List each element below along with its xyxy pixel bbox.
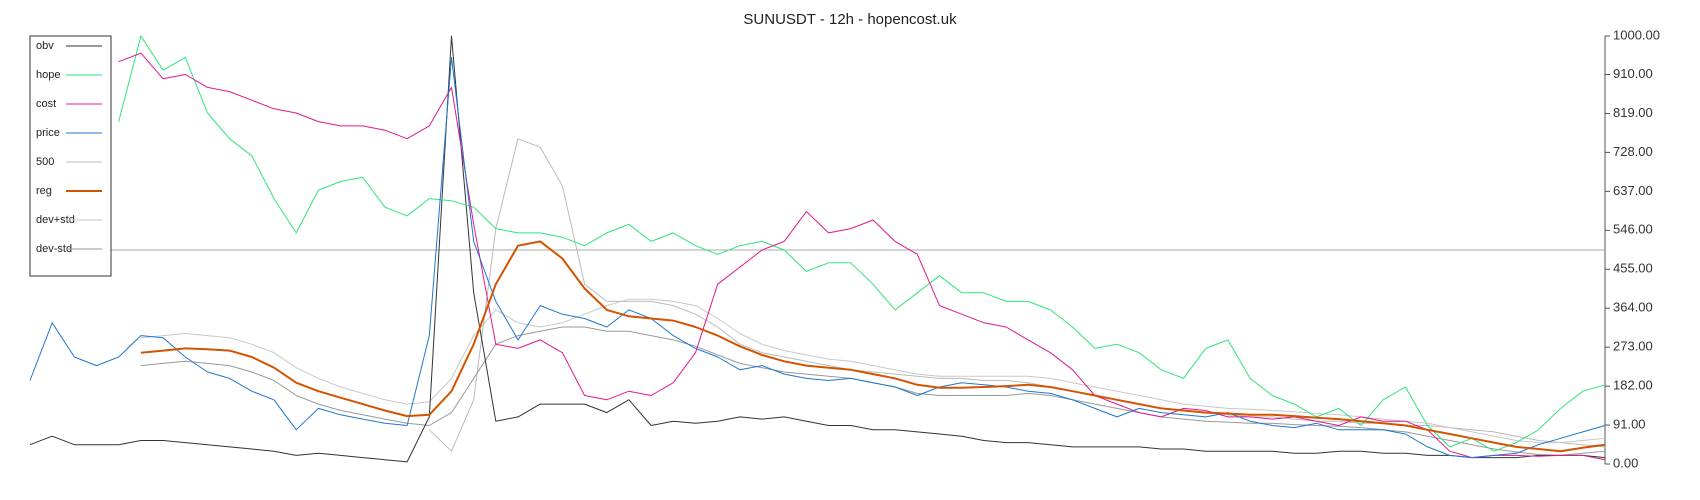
legend-label: obv <box>36 40 54 52</box>
y-tick-label: 364.00 <box>1613 300 1653 315</box>
legend-label: price <box>36 127 60 139</box>
series-line <box>140 240 1606 453</box>
y-tick-label: 273.00 <box>1613 339 1653 354</box>
y-tick-label: 546.00 <box>1613 222 1653 237</box>
legend-label: 500 <box>36 156 54 168</box>
legend-label: hope <box>36 69 60 81</box>
series-line <box>140 326 1606 456</box>
series-line <box>29 35 1606 463</box>
y-tick-label: 637.00 <box>1613 183 1653 198</box>
y-tick-label: 0.00 <box>1613 455 1638 470</box>
y-tick-label: 182.00 <box>1613 378 1653 393</box>
y-tick-label: 455.00 <box>1613 261 1653 276</box>
chart-title: SUNUSDT - 12h - hopencost.uk <box>743 11 957 28</box>
series-line <box>118 52 1606 461</box>
series-line <box>29 56 1606 459</box>
y-tick-label: 1000.00 <box>1613 27 1660 42</box>
series-line <box>118 35 1606 452</box>
legend-label: reg <box>36 185 52 197</box>
series-line <box>428 138 1606 452</box>
y-tick-label: 728.00 <box>1613 144 1653 159</box>
y-tick-label: 910.00 <box>1613 66 1653 81</box>
y-tick-label: 91.00 <box>1613 416 1646 431</box>
legend-label: dev-std <box>36 243 72 255</box>
legend-label: dev+std <box>36 214 75 226</box>
y-tick-label: 819.00 <box>1613 105 1653 120</box>
legend-label: cost <box>36 98 56 110</box>
legend-box <box>29 35 112 277</box>
